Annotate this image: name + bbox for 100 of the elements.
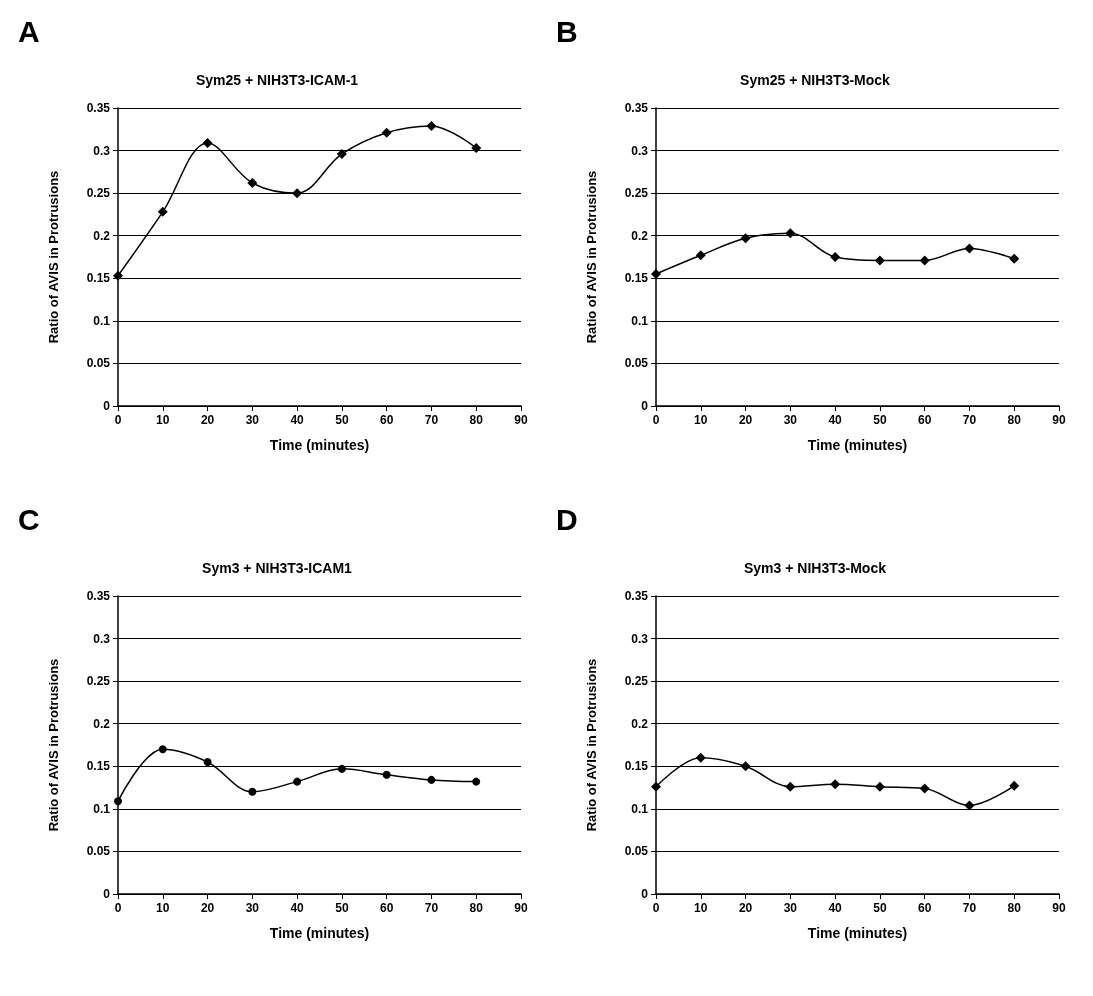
point (203, 758, 212, 767)
y-tick-label: 0.05 (624, 356, 649, 371)
x-tick-label: 70 (424, 413, 439, 427)
x-tick-label: 10 (156, 413, 170, 427)
x-tick-label: 0 (652, 413, 660, 427)
point (381, 127, 392, 138)
point (427, 775, 436, 784)
y-tick-label: 0.05 (86, 844, 111, 859)
x-tick-label: 60 (379, 413, 394, 427)
x-tick-label: 20 (738, 413, 753, 427)
point (336, 148, 347, 159)
y-tick-label: 0 (103, 399, 111, 413)
chart-title: Sym25 + NIH3T3-ICAM-1 (195, 72, 359, 88)
x-tick-label: 20 (200, 901, 215, 915)
point (426, 120, 437, 131)
y-tick-label: 0.05 (86, 356, 111, 371)
point (471, 143, 482, 154)
x-tick-label: 10 (694, 413, 708, 427)
x-tick-label: 80 (469, 413, 484, 427)
x-tick-label: 80 (1007, 901, 1022, 915)
x-tick-label: 0 (652, 901, 660, 915)
text: B (556, 14, 578, 48)
y-axis-title: Ratio of AVIS in Protrusions (584, 170, 599, 344)
point (964, 800, 975, 811)
chart-title: Sym3 + NIH3T3-Mock (744, 560, 887, 576)
point (830, 252, 841, 262)
x-tick-label: 30 (783, 901, 798, 915)
x-tick-label: 70 (962, 413, 977, 427)
point (1009, 253, 1020, 264)
x-tick-label: 30 (245, 901, 260, 915)
x-tick-label: 90 (1052, 901, 1066, 915)
x-tick-label: 60 (917, 901, 932, 915)
y-tick-label: 0.3 (93, 143, 111, 158)
y-tick-label: 0.2 (631, 228, 649, 243)
y-tick-label: 0.15 (86, 271, 111, 286)
x-tick-label: 90 (514, 413, 528, 427)
x-axis-title: Time (minutes) (269, 437, 370, 453)
y-tick-label: 0.1 (631, 801, 649, 816)
point (740, 761, 751, 772)
point (158, 745, 167, 754)
y-axis-title: Ratio of AVIS in Protrusions (584, 658, 599, 832)
x-tick-label: 30 (783, 413, 798, 427)
point (874, 255, 885, 266)
y-tick-label: 0.15 (624, 271, 649, 286)
y-tick-label: 0.25 (86, 186, 111, 201)
point (293, 777, 302, 786)
y-tick-label: 0.3 (631, 143, 649, 158)
x-tick-label: 60 (917, 413, 932, 427)
x-tick-label: 80 (1007, 413, 1022, 427)
x-tick-label: 40 (828, 901, 843, 915)
x-tick-label: 70 (424, 901, 439, 915)
y-tick-label: 0.1 (631, 313, 649, 328)
point (785, 781, 796, 792)
point (695, 250, 706, 261)
point (919, 255, 930, 266)
y-tick-label: 0.15 (86, 759, 111, 774)
point (202, 137, 213, 148)
x-tick-label: 0 (114, 413, 122, 427)
x-axis-title: Time (minutes) (269, 925, 370, 941)
x-tick-label: 0 (114, 901, 122, 915)
x-tick-label: 40 (290, 901, 305, 915)
chart-title: Sym25 + NIH3T3-Mock (740, 72, 891, 88)
point (964, 243, 975, 254)
point (651, 781, 661, 792)
y-tick-label: 0.2 (631, 716, 649, 731)
x-tick-label: 60 (379, 901, 394, 915)
x-axis-title: Time (minutes) (807, 437, 908, 453)
x-tick-label: 10 (694, 901, 708, 915)
y-tick-label: 0.1 (93, 801, 111, 816)
y-tick-label: 0.2 (93, 228, 111, 243)
point (114, 797, 122, 806)
point (382, 770, 391, 779)
point (248, 787, 257, 796)
text: D (556, 502, 578, 536)
x-tick-label: 70 (962, 901, 977, 915)
point (113, 270, 123, 281)
point (919, 783, 930, 794)
x-tick-label: 20 (200, 413, 215, 427)
y-axis-title: Ratio of AVIS in Protrusions (46, 170, 61, 344)
text: A (18, 14, 40, 48)
y-tick-label: 0.25 (624, 186, 649, 201)
y-tick-label: 0 (641, 887, 649, 901)
y-tick-label: 0.35 (86, 101, 111, 115)
x-tick-label: 50 (335, 901, 349, 915)
x-tick-label: 50 (873, 413, 887, 427)
y-tick-label: 0.2 (93, 716, 111, 731)
x-tick-label: 40 (828, 413, 843, 427)
text: C (18, 502, 40, 536)
point (785, 228, 796, 239)
x-tick-label: 50 (873, 901, 887, 915)
point (874, 781, 885, 792)
point (292, 188, 303, 199)
y-tick-label: 0 (103, 887, 111, 901)
y-tick-label: 0.35 (624, 589, 649, 603)
y-tick-label: 0.1 (93, 313, 111, 328)
point (247, 177, 258, 188)
x-tick-label: 20 (738, 901, 753, 915)
y-tick-label: 0.3 (93, 631, 111, 646)
y-tick-label: 0.25 (624, 674, 649, 689)
x-tick-label: 90 (1052, 413, 1066, 427)
